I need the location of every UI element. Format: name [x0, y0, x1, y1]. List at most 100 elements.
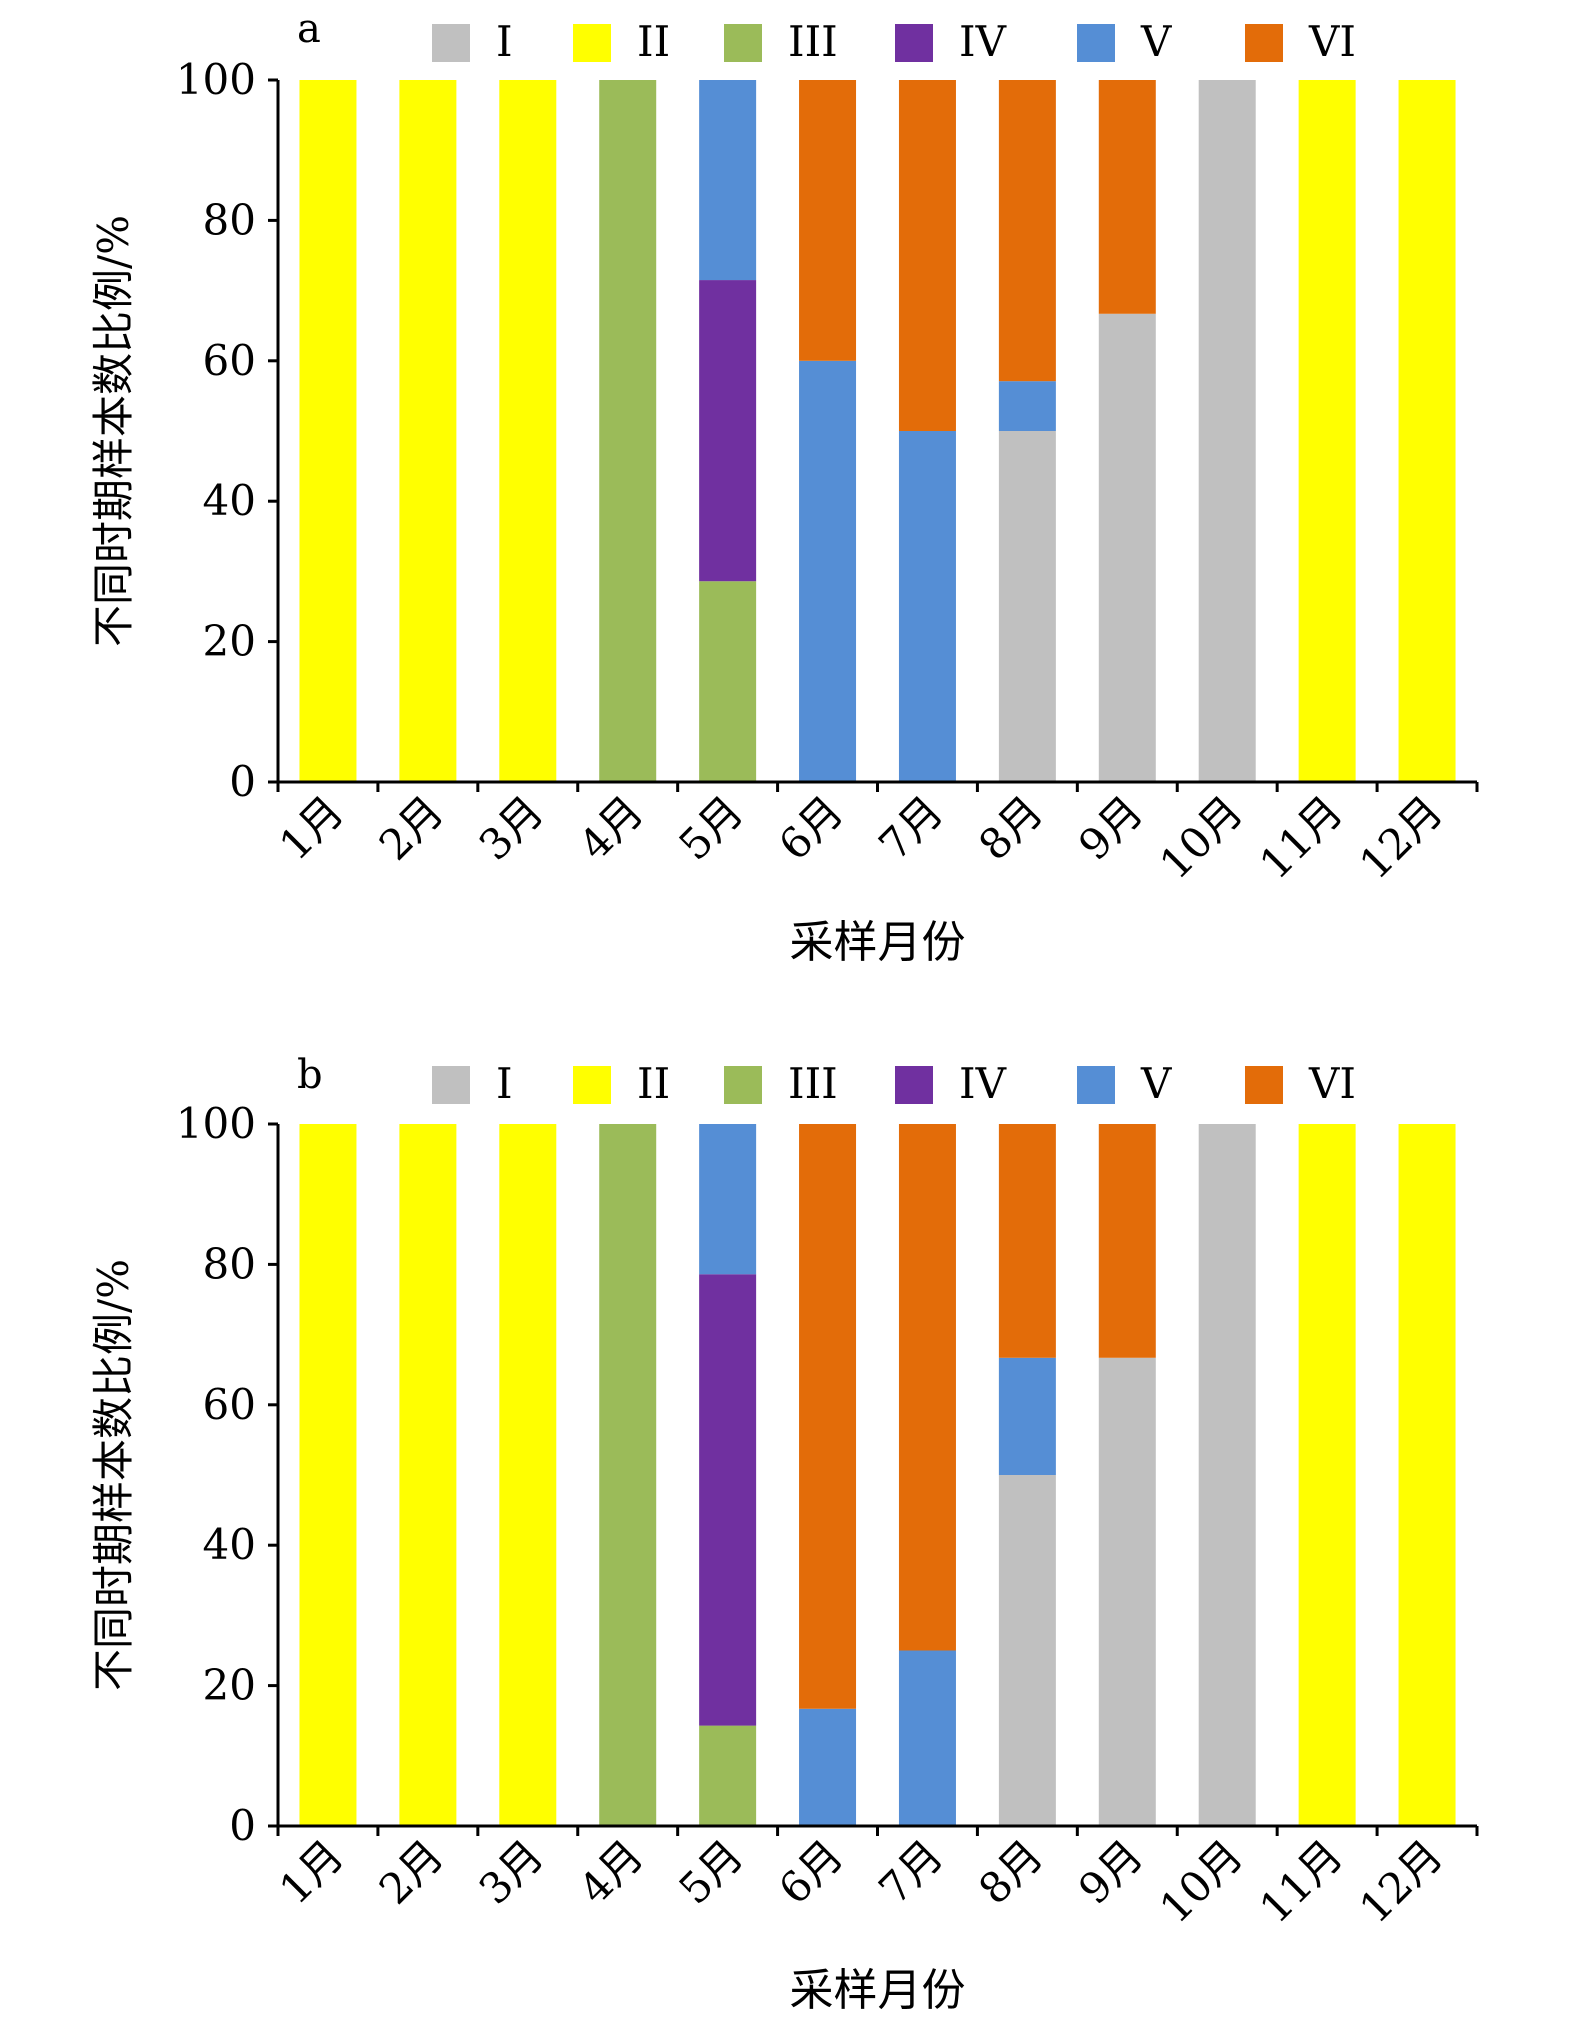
bar-segment: [699, 80, 757, 281]
legend-label: VI: [1308, 1059, 1356, 1108]
legend-label: II: [637, 17, 670, 66]
bar-segment: [1098, 1357, 1156, 1826]
x-tick-label: 5月: [669, 786, 752, 869]
y-tick-label: 0: [229, 1801, 256, 1850]
bar-segment: [299, 1124, 357, 1826]
x-tick-label: 4月: [570, 786, 653, 869]
bar-segment: [399, 80, 457, 782]
x-tick-label: 12月: [1350, 1830, 1452, 1932]
y-tick-label: 100: [176, 55, 256, 104]
x-tick-label: 3月: [470, 786, 553, 869]
bar-segment: [599, 1124, 657, 1826]
x-tick-label: 2月: [370, 1830, 453, 1913]
bar-segment: [799, 1124, 857, 1709]
bar-segment: [998, 1475, 1056, 1826]
legend-swatch: [432, 1066, 470, 1104]
legend-swatch: [573, 1066, 611, 1104]
legend-label: V: [1140, 17, 1172, 66]
x-tick-label: 6月: [769, 1830, 852, 1913]
legend-swatch: [1077, 1066, 1115, 1104]
bar-segment: [1298, 1124, 1356, 1826]
panel-label: b: [297, 1052, 323, 1098]
bar-segment: [898, 1124, 956, 1651]
legend-swatch: [432, 24, 470, 62]
x-tick-label: 7月: [869, 1830, 952, 1913]
x-tick-label: 3月: [470, 1830, 553, 1913]
y-tick-label: 80: [203, 195, 256, 244]
bar-segment: [898, 80, 956, 431]
x-tick-label: 1月: [270, 786, 353, 869]
chart-panel-b: 0 20 40 60 80 100 1月 2月 3月 4月 5月 6月 7月 8月 9月10月11月12月采…: [89, 1052, 1479, 2016]
legend-swatch: [724, 1066, 762, 1104]
legend-swatch: [1245, 1066, 1283, 1104]
x-tick-label: 4月: [570, 1830, 653, 1913]
y-tick-label: 40: [203, 1520, 256, 1569]
bar-segment: [799, 360, 857, 782]
bar-segment: [1198, 1124, 1256, 1826]
bar-segment: [1098, 313, 1156, 782]
x-tick-label: 11月: [1250, 786, 1352, 888]
y-axis-title: 不同时期样本数比例/%: [89, 1259, 138, 1691]
bar-segment: [699, 1725, 757, 1826]
bar-segment: [799, 1708, 857, 1826]
x-tick-label: 10月: [1150, 1830, 1252, 1932]
legend-label: III: [788, 17, 838, 66]
x-tick-label: 9月: [1069, 786, 1152, 869]
legend-label: V: [1140, 1059, 1172, 1108]
legend-label: VI: [1308, 17, 1356, 66]
legend-label: IV: [959, 17, 1007, 66]
bar-segment: [599, 80, 657, 782]
x-tick-label: 8月: [969, 786, 1052, 869]
bar-segment: [898, 1650, 956, 1826]
y-tick-label: 60: [203, 336, 256, 385]
bar-segment: [1298, 80, 1356, 782]
bar-segment: [399, 1124, 457, 1826]
chart-panel-a: 0 20 40 60 80 100 1月 2月 3月 4月 5月 6月 7月 8月 9月10月11月12月采…: [89, 6, 1479, 968]
bar-segment: [699, 280, 757, 582]
bar-segment: [998, 381, 1056, 431]
x-axis-title: 采样月份: [790, 917, 966, 968]
legend-label: II: [637, 1059, 670, 1108]
x-tick-label: 12月: [1350, 786, 1452, 888]
x-tick-label: 11月: [1250, 1830, 1352, 1932]
bar-segment: [499, 80, 557, 782]
y-tick-label: 40: [203, 476, 256, 525]
legend-swatch: [1245, 24, 1283, 62]
y-axis-title: 不同时期样本数比例/%: [89, 215, 138, 647]
bar-segment: [1398, 80, 1456, 782]
bar-segment: [499, 1124, 557, 1826]
x-tick-label: 10月: [1150, 786, 1252, 888]
legend-label: III: [788, 1059, 838, 1108]
bar-segment: [1098, 1124, 1156, 1358]
bar-segment: [299, 80, 357, 782]
y-tick-label: 60: [203, 1380, 256, 1429]
legend-swatch: [895, 24, 933, 62]
x-tick-label: 2月: [370, 786, 453, 869]
bar-segment: [998, 80, 1056, 382]
y-tick-label: 20: [203, 1661, 256, 1710]
bar-segment: [699, 1274, 757, 1726]
bar-segment: [998, 1124, 1056, 1358]
legend-label: I: [496, 1059, 513, 1108]
bar-segment: [1398, 1124, 1456, 1826]
bar-segment: [998, 431, 1056, 782]
legend-swatch: [1077, 24, 1115, 62]
bar-segment: [799, 80, 857, 361]
bar-segment: [699, 581, 757, 782]
panel-label: a: [297, 6, 321, 52]
y-tick-label: 0: [229, 757, 256, 806]
y-tick-label: 80: [203, 1239, 256, 1288]
x-tick-label: 7月: [869, 786, 952, 869]
legend-swatch: [895, 1066, 933, 1104]
bar-segment: [898, 431, 956, 782]
y-tick-label: 20: [203, 617, 256, 666]
legend-label: I: [496, 17, 513, 66]
y-tick-label: 100: [176, 1099, 256, 1148]
x-tick-label: 1月: [270, 1830, 353, 1913]
bar-segment: [998, 1357, 1056, 1475]
bar-segment: [1198, 80, 1256, 782]
bar-segment: [699, 1124, 757, 1275]
x-tick-label: 6月: [769, 786, 852, 869]
legend-swatch: [573, 24, 611, 62]
